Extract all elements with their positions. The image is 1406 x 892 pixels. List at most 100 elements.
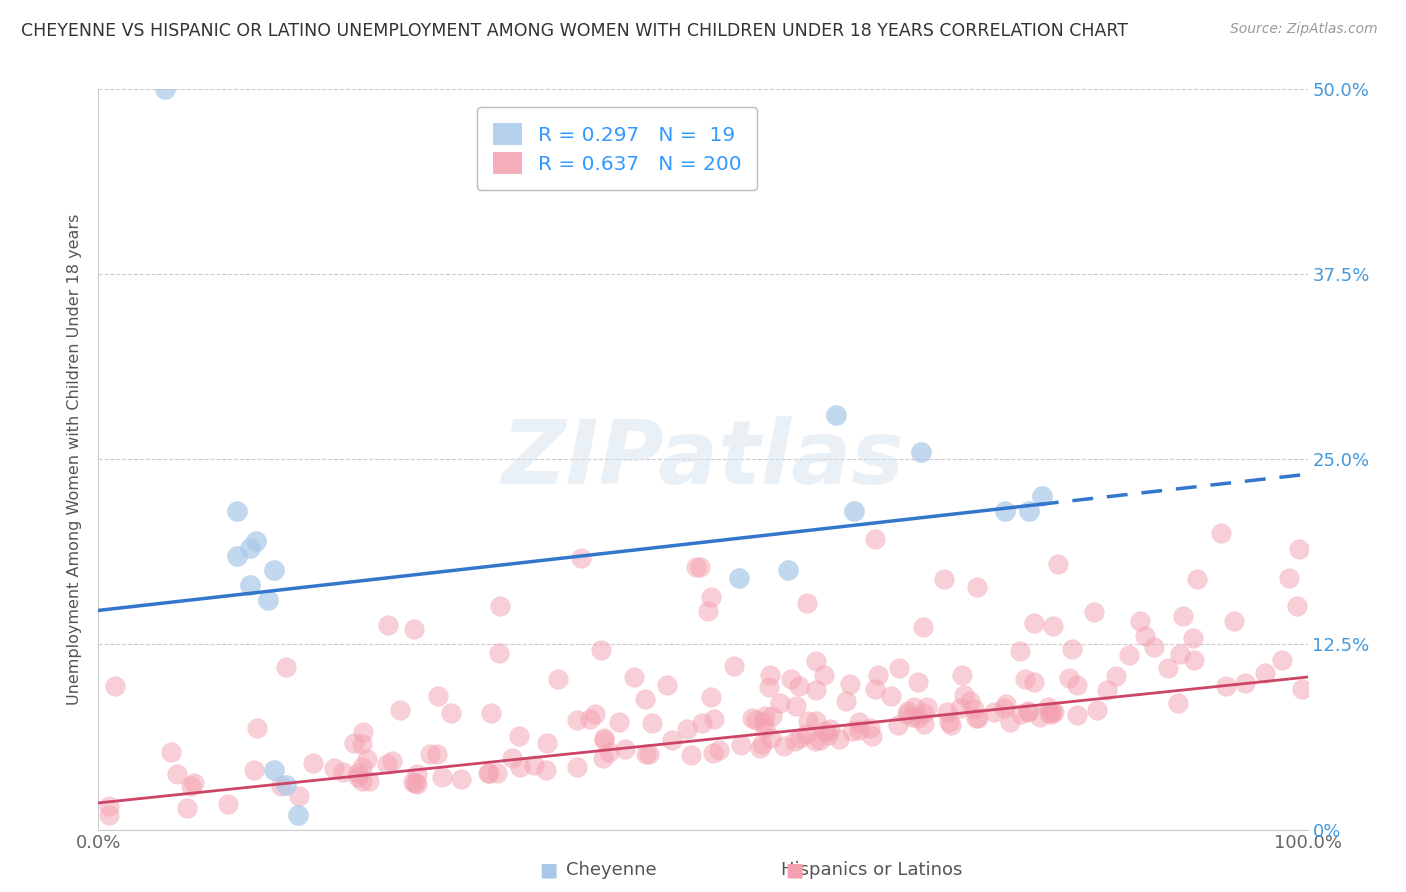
Point <box>703 712 725 726</box>
Point <box>352 737 374 751</box>
Point <box>897 705 920 719</box>
Point <box>699 590 721 604</box>
Point <box>347 766 370 780</box>
Point <box>405 767 427 781</box>
Point <box>696 604 718 618</box>
Point <box>404 623 426 637</box>
Point <box>794 726 817 740</box>
Point <box>381 754 404 768</box>
Point <box>1066 708 1088 723</box>
Point <box>583 706 606 721</box>
Point <box>700 690 723 704</box>
Point <box>1028 710 1050 724</box>
Point <box>751 737 773 751</box>
Point <box>1031 489 1053 503</box>
Point <box>998 714 1021 729</box>
Point <box>859 721 882 735</box>
Point <box>288 789 311 804</box>
Point <box>322 761 344 775</box>
Point <box>245 533 267 548</box>
Point <box>758 681 780 695</box>
Point <box>1118 648 1140 663</box>
Point <box>440 706 463 720</box>
Point <box>814 723 837 738</box>
Point <box>489 599 512 614</box>
Point <box>97 807 120 822</box>
Point <box>347 771 370 785</box>
Point <box>865 532 887 546</box>
Point <box>655 678 678 692</box>
Point <box>1038 706 1060 720</box>
Point <box>166 767 188 781</box>
Point <box>959 693 981 707</box>
Point <box>785 733 807 747</box>
Point <box>1157 661 1180 675</box>
Point <box>534 763 557 777</box>
Point <box>841 724 863 739</box>
Point <box>1018 504 1040 518</box>
Point <box>838 676 860 690</box>
Point <box>808 733 831 747</box>
Point <box>547 672 569 686</box>
Point <box>591 643 613 657</box>
Point <box>848 723 870 738</box>
Point <box>702 746 724 760</box>
Point <box>759 731 782 746</box>
Point <box>1097 682 1119 697</box>
Point <box>903 699 925 714</box>
Point <box>153 82 176 96</box>
Point <box>754 709 776 723</box>
Point <box>239 578 262 592</box>
Point <box>1042 619 1064 633</box>
Point <box>239 541 262 556</box>
Point <box>1010 706 1032 721</box>
Point <box>1104 668 1126 682</box>
Point <box>405 777 427 791</box>
Point <box>1182 653 1205 667</box>
Point <box>866 668 889 682</box>
Point <box>950 668 973 682</box>
Point <box>404 776 426 790</box>
Point <box>450 772 472 786</box>
Point <box>966 580 988 594</box>
Point <box>1066 677 1088 691</box>
Point <box>160 745 183 759</box>
Point <box>1167 697 1189 711</box>
Point <box>592 750 614 764</box>
Point <box>1234 676 1257 690</box>
Point <box>994 697 1017 711</box>
Point <box>741 711 763 725</box>
Point <box>1143 640 1166 654</box>
Point <box>243 763 266 777</box>
Point <box>1036 700 1059 714</box>
Point <box>426 747 449 761</box>
Point <box>949 701 972 715</box>
Point <box>983 706 1005 720</box>
Point <box>426 689 449 703</box>
Y-axis label: Unemployment Among Women with Children Under 18 years: Unemployment Among Women with Children U… <box>67 214 83 705</box>
Point <box>1181 631 1204 645</box>
Point <box>183 776 205 790</box>
Point <box>860 730 883 744</box>
Point <box>780 673 803 687</box>
Point <box>352 774 374 789</box>
Point <box>785 698 807 713</box>
Point <box>402 775 425 789</box>
Point <box>789 679 811 693</box>
Point <box>1209 526 1232 541</box>
Point <box>636 747 658 761</box>
Point <box>723 659 745 673</box>
Point <box>689 560 711 574</box>
Point <box>915 699 938 714</box>
Point <box>966 711 988 725</box>
Text: ■: ■ <box>538 860 558 880</box>
Point <box>377 618 399 632</box>
Point <box>1135 629 1157 643</box>
Point <box>932 573 955 587</box>
Point <box>1085 703 1108 717</box>
Point <box>804 654 827 668</box>
Point <box>419 747 441 761</box>
Point <box>274 660 297 674</box>
Point <box>827 732 849 747</box>
Point <box>690 715 713 730</box>
